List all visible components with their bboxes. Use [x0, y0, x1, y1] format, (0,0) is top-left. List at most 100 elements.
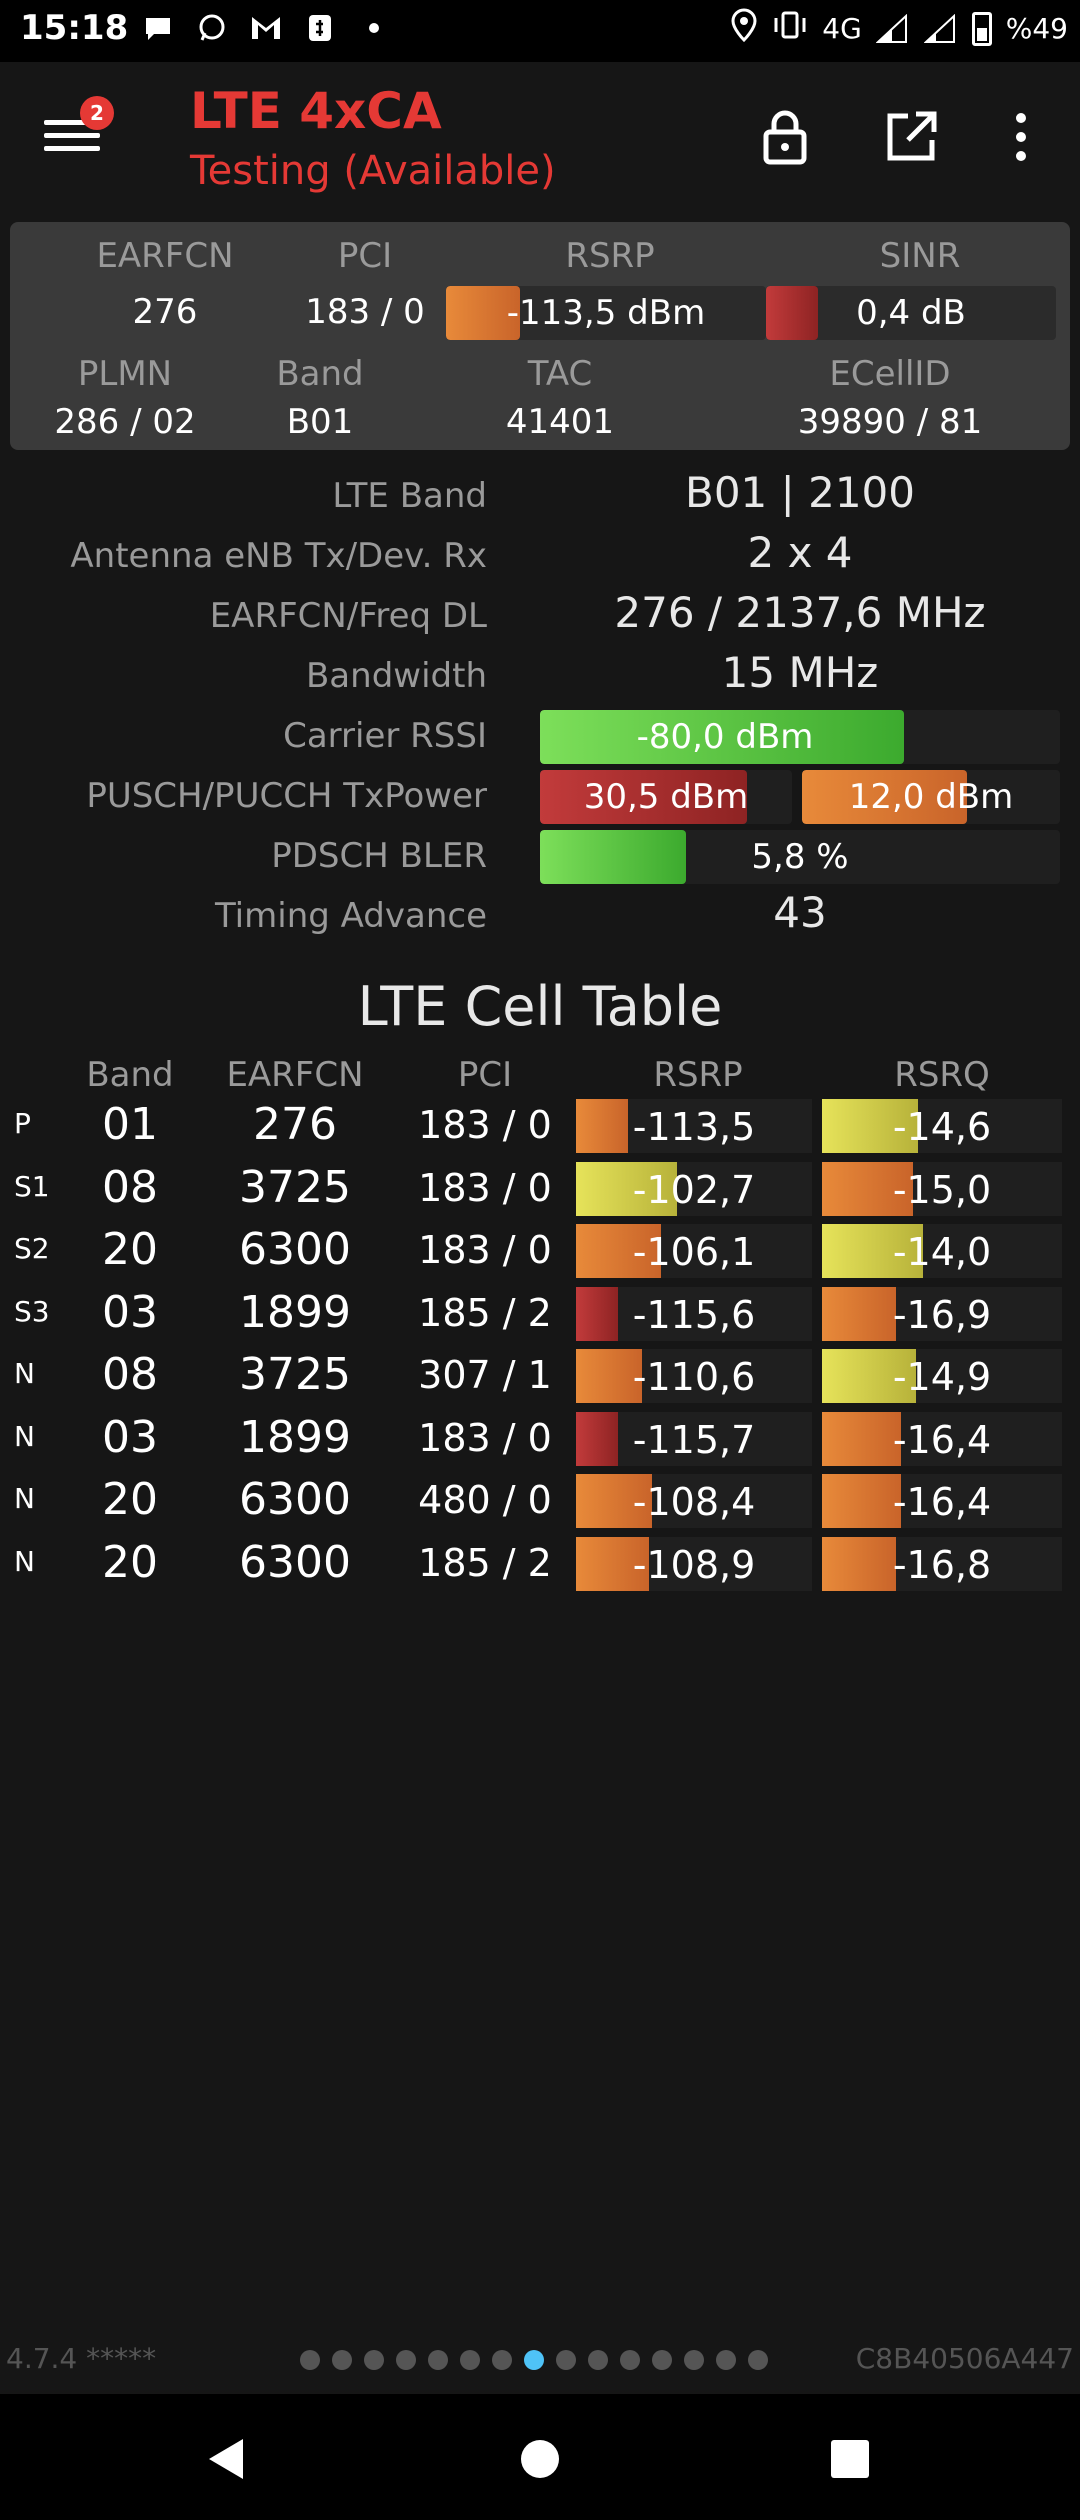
bler-bar: 5,8 %: [540, 830, 1060, 884]
cell-band: 03: [102, 1286, 158, 1338]
earfcn-label: EARFCN: [96, 236, 234, 276]
location-icon: [730, 8, 758, 49]
rsrp-value: -113,5 dBm: [506, 293, 706, 333]
page-dot[interactable]: [620, 2350, 640, 2370]
lte-band-value: B01 | 2100: [685, 468, 915, 517]
page-dot[interactable]: [524, 2350, 544, 2370]
cell-pci: 183 / 0: [418, 1415, 552, 1460]
band-value: B01: [286, 402, 354, 442]
cell-rsrp-bar: -106,1: [576, 1224, 812, 1278]
signal-icon: [923, 13, 958, 44]
cell-rsrq-bar: -16,8: [822, 1536, 1062, 1591]
cell-earfcn: 6300: [239, 1474, 351, 1525]
cell-pci: 185 / 2: [418, 1290, 552, 1335]
page-dot[interactable]: [428, 2350, 448, 2370]
bandwidth-label: Bandwidth: [305, 656, 487, 696]
table-row[interactable]: N 20 6300 185 / 2 -108,9 -16,8: [0, 1533, 1080, 1595]
page-dot[interactable]: [556, 2350, 576, 2370]
table-row[interactable]: N 08 3725 307 / 1 -110,6 -14,9: [0, 1345, 1080, 1407]
cell-rsrp-bar-fill: [576, 1474, 652, 1528]
cell-rsrp-bar-fill: [576, 1349, 643, 1403]
page-dot[interactable]: [364, 2350, 384, 2370]
lte-band-label: LTE Band: [332, 476, 487, 516]
cell-rsrq-bar-fill: [822, 1099, 918, 1153]
cell-band: 20: [102, 1224, 158, 1275]
open-external-icon[interactable]: [876, 102, 946, 172]
page-dot[interactable]: [748, 2350, 768, 2370]
cell-rsrp-bar-fill: [576, 1286, 619, 1341]
menu-icon[interactable]: [44, 112, 100, 160]
table-row[interactable]: S3 03 1899 185 / 2 -115,6 -16,9: [0, 1283, 1080, 1345]
cell-pci: 480 / 0: [418, 1478, 552, 1522]
battery-icon: [971, 11, 992, 46]
cell-type: S2: [14, 1232, 50, 1265]
cell-pci: 183 / 0: [418, 1103, 552, 1147]
cell-rsrp-bar: -108,4: [576, 1474, 812, 1528]
cell-pci: 185 / 2: [418, 1540, 552, 1585]
cell-band: 20: [102, 1536, 158, 1588]
recents-icon[interactable]: [815, 2424, 885, 2494]
cell-type: N: [14, 1357, 35, 1390]
header-rsrp: RSRP: [653, 1055, 743, 1095]
pucch-bar: 12,0 dBm: [802, 770, 1060, 824]
page-dot[interactable]: [716, 2350, 736, 2370]
back-icon[interactable]: [190, 2424, 260, 2494]
page-dot[interactable]: [460, 2350, 480, 2370]
cell-rsrp-bar: -115,7: [576, 1411, 812, 1466]
cell-rsrp-bar: -115,6: [576, 1286, 812, 1341]
serving-cell-summary[interactable]: EARFCN PCI RSRP SINR 276 183 / 0 -113,5 …: [10, 222, 1070, 450]
cell-rsrq-bar: -16,4: [822, 1474, 1062, 1528]
cell-pci: 307 / 1: [418, 1353, 552, 1397]
earfcn-freq-label: EARFCN/Freq DL: [209, 596, 487, 636]
cell-rsrq: -15,0: [892, 1167, 992, 1212]
cell-pci: 183 / 0: [418, 1165, 552, 1210]
table-row[interactable]: N 03 1899 183 / 0 -115,7 -16,4: [0, 1408, 1080, 1470]
cell-type: N: [14, 1419, 35, 1453]
table-row[interactable]: P 01 276 183 / 0 -113,5 -14,6: [0, 1095, 1080, 1157]
notification-badge: 2: [80, 96, 114, 130]
page-dot[interactable]: [588, 2350, 608, 2370]
page-dot[interactable]: [684, 2350, 704, 2370]
more-vert-icon[interactable]: [986, 102, 1056, 172]
vibrate-icon: [772, 10, 808, 47]
rssi-value: -80,0 dBm: [636, 717, 814, 757]
pci-label: PCI: [337, 236, 393, 276]
cell-rsrq-bar-fill: [822, 1411, 902, 1466]
page-dot[interactable]: [332, 2350, 352, 2370]
cell-rsrp-bar-fill: [576, 1536, 650, 1591]
cell-rsrq-bar-fill: [822, 1474, 902, 1528]
app-title: LTE 4xCA: [190, 82, 442, 140]
cell-rsrq: -16,8: [892, 1542, 992, 1587]
table-row[interactable]: S2 20 6300 183 / 0 -106,1 -14,0: [0, 1220, 1080, 1282]
home-icon[interactable]: [505, 2424, 575, 2494]
page-indicator[interactable]: [300, 2350, 768, 2370]
cell-rsrp-bar-fill: [576, 1161, 678, 1216]
band-label: Band: [276, 354, 364, 394]
cell-rsrq: -14,6: [892, 1105, 992, 1149]
cell-pci: 183 / 0: [418, 1228, 552, 1272]
cell-rsrq-bar: -14,0: [822, 1224, 1062, 1278]
header-band: Band: [86, 1055, 174, 1095]
table-row[interactable]: S1 08 3725 183 / 0 -102,7 -15,0: [0, 1158, 1080, 1220]
bler-bar-fill: [540, 830, 686, 884]
cell-band: 08: [102, 1161, 158, 1213]
page-dot[interactable]: [396, 2350, 416, 2370]
page-dot[interactable]: [492, 2350, 512, 2370]
plmn-label: PLMN: [77, 354, 173, 394]
cell-rsrq: -16,4: [892, 1480, 992, 1524]
cell-type: N: [14, 1482, 35, 1515]
lock-icon[interactable]: [750, 102, 820, 172]
antenna-value: 2 x 4: [747, 528, 853, 577]
cell-rsrq-bar-fill: [822, 1536, 897, 1591]
table-row[interactable]: N 20 6300 480 / 0 -108,4 -16,4: [0, 1470, 1080, 1532]
device-id: C8B40506A447: [855, 2342, 1074, 2375]
cell-rsrq-bar-fill: [822, 1286, 897, 1341]
cell-rsrp-bar: -108,9: [576, 1536, 812, 1591]
cell-rsrp: -108,4: [632, 1480, 756, 1524]
page-dot[interactable]: [300, 2350, 320, 2370]
cell-rsrq-bar: -16,4: [822, 1411, 1062, 1466]
sinr-bar: 0,4 dB: [766, 286, 1056, 340]
cell-earfcn: 1899: [239, 1411, 351, 1463]
cell-rsrp-bar-fill: [576, 1411, 619, 1466]
page-dot[interactable]: [652, 2350, 672, 2370]
